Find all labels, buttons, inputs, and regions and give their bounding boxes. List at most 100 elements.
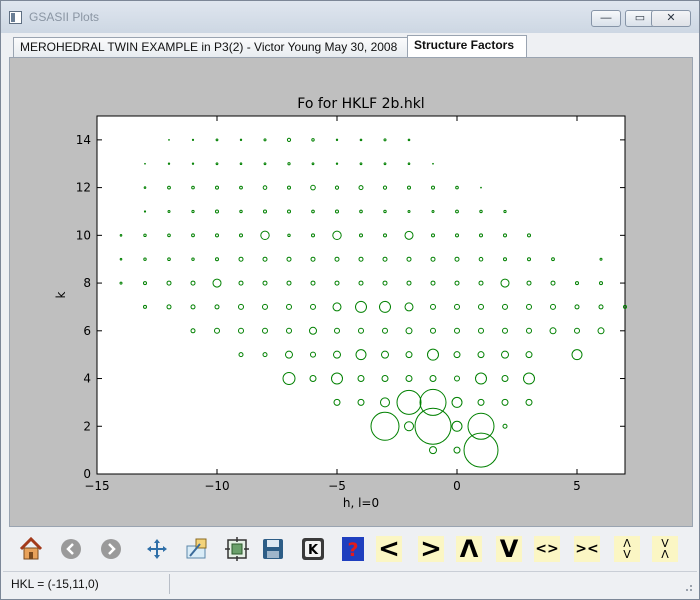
reflection-point[interactable] — [427, 348, 439, 361]
reflection-point[interactable] — [143, 257, 147, 261]
reflection-point[interactable] — [523, 372, 535, 385]
reflection-point[interactable] — [282, 372, 296, 386]
reflection-point[interactable] — [119, 234, 123, 237]
reflection-point[interactable] — [414, 407, 452, 445]
reflection-point[interactable] — [238, 280, 244, 286]
tab-structure-factors[interactable]: Structure Factors — [407, 35, 527, 58]
reflection-point[interactable] — [310, 303, 316, 310]
less-than-button[interactable]: < — [375, 534, 403, 564]
reflection-point[interactable] — [167, 257, 171, 261]
reflection-point[interactable] — [191, 162, 195, 165]
reflection-point[interactable] — [479, 233, 483, 238]
reflection-point[interactable] — [453, 351, 461, 359]
reflection-point[interactable] — [479, 209, 483, 214]
greater-than-button[interactable]: > — [417, 534, 445, 564]
reflection-point[interactable] — [431, 185, 435, 190]
reflection-point[interactable] — [215, 233, 219, 238]
reflection-point[interactable] — [525, 398, 533, 406]
reflection-point[interactable] — [190, 304, 196, 310]
reflection-point[interactable] — [525, 351, 533, 359]
reflection-point[interactable] — [215, 185, 219, 190]
close-button[interactable]: ✕ — [651, 10, 691, 27]
reflection-point[interactable] — [262, 256, 268, 262]
reflection-point[interactable] — [214, 327, 220, 334]
reflection-point[interactable] — [454, 256, 460, 262]
reflection-point[interactable] — [501, 375, 509, 383]
reflection-point[interactable] — [429, 446, 437, 455]
reflection-point[interactable] — [310, 280, 316, 286]
reflection-point[interactable] — [550, 280, 556, 286]
reflection-point[interactable] — [502, 423, 508, 429]
reflection-point[interactable] — [358, 280, 364, 286]
reflection-point[interactable] — [598, 304, 604, 310]
reflection-point[interactable] — [310, 184, 316, 191]
reflection-point[interactable] — [383, 138, 387, 142]
reflection-point[interactable] — [310, 351, 316, 358]
reflection-point[interactable] — [239, 209, 243, 214]
reflection-point[interactable] — [215, 162, 219, 166]
zoom-rect-button[interactable] — [183, 535, 211, 563]
spread-horizontal-button[interactable]: <> — [533, 535, 561, 563]
reflection-point[interactable] — [168, 138, 170, 141]
reflection-point[interactable] — [502, 303, 508, 310]
reflection-point[interactable] — [334, 185, 340, 190]
reflection-point[interactable] — [286, 280, 292, 286]
reflection-point[interactable] — [478, 327, 484, 334]
reflection-point[interactable] — [238, 256, 244, 262]
reflection-point[interactable] — [599, 281, 603, 286]
reflection-point[interactable] — [167, 162, 171, 165]
reflection-point[interactable] — [480, 186, 482, 189]
reflection-point[interactable] — [143, 210, 147, 213]
reflection-point[interactable] — [430, 303, 436, 310]
reflection-point[interactable] — [381, 350, 389, 359]
reflection-point[interactable] — [406, 280, 412, 286]
reflection-point[interactable] — [359, 162, 363, 166]
reflection-point[interactable] — [355, 349, 367, 361]
reflection-point[interactable] — [451, 396, 463, 408]
reflection-point[interactable] — [419, 388, 447, 416]
reflection-point[interactable] — [263, 162, 267, 166]
reflection-point[interactable] — [430, 327, 436, 334]
reflection-point[interactable] — [332, 230, 342, 241]
reflection-point[interactable] — [357, 375, 365, 383]
reflection-point[interactable] — [166, 280, 172, 286]
reflection-point[interactable] — [478, 303, 484, 310]
plot-area[interactable] — [96, 115, 626, 475]
reflection-point[interactable] — [407, 209, 411, 213]
reflection-point[interactable] — [286, 137, 292, 142]
reflection-point[interactable] — [287, 185, 291, 190]
reflection-point[interactable] — [191, 138, 195, 141]
caret-down-button[interactable]: V — [495, 535, 523, 563]
forward-button[interactable] — [97, 535, 125, 563]
reflection-point[interactable] — [215, 138, 219, 142]
reflection-point[interactable] — [574, 304, 580, 310]
reflection-point[interactable] — [260, 230, 270, 241]
resize-grip-icon[interactable] — [683, 582, 693, 592]
reflection-point[interactable] — [355, 300, 367, 313]
reflection-point[interactable] — [526, 327, 532, 334]
reflection-point[interactable] — [359, 209, 363, 214]
reflection-point[interactable] — [262, 280, 268, 286]
reflection-point[interactable] — [574, 327, 580, 334]
reflection-point[interactable] — [454, 375, 460, 382]
reflection-point[interactable] — [382, 327, 388, 334]
reflection-point[interactable] — [191, 209, 195, 214]
reflection-point[interactable] — [286, 327, 292, 334]
reflection-point[interactable] — [262, 352, 268, 358]
reflection-point[interactable] — [527, 257, 531, 262]
reflection-point[interactable] — [309, 375, 317, 383]
reflection-point[interactable] — [382, 256, 388, 262]
reflection-point[interactable] — [454, 280, 460, 286]
reflection-point[interactable] — [383, 233, 387, 238]
reflection-point[interactable] — [453, 446, 461, 454]
reflection-point[interactable] — [405, 351, 413, 359]
reflection-point[interactable] — [167, 185, 171, 190]
reflection-point[interactable] — [311, 209, 315, 214]
reflection-point[interactable] — [167, 233, 171, 238]
reflection-point[interactable] — [430, 280, 436, 286]
subplots-button[interactable] — [223, 535, 251, 563]
reflection-point[interactable] — [475, 372, 487, 385]
reflection-point[interactable] — [571, 349, 583, 361]
reflection-point[interactable] — [335, 138, 339, 142]
reflection-point[interactable] — [309, 326, 317, 335]
